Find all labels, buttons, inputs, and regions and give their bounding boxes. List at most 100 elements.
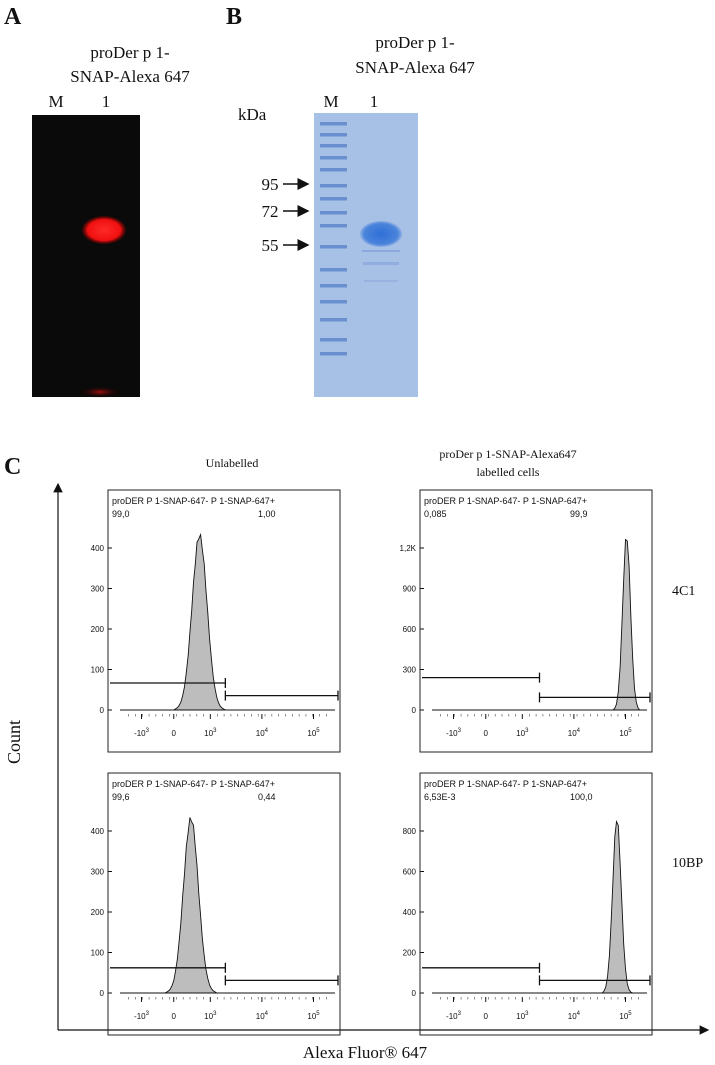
x-tick-label: 103 xyxy=(204,728,217,738)
tick-base: 10 xyxy=(516,729,525,738)
column-title: labelled cells xyxy=(477,465,540,479)
gate-header: proDER P 1-SNAP-647- P 1-SNAP-647+ xyxy=(424,779,587,789)
plot-frame xyxy=(107,489,341,753)
y-tick-label: 0 xyxy=(100,989,105,998)
row-label: 4C1 xyxy=(672,584,695,599)
x-tick-label: 103 xyxy=(516,728,529,738)
tick-base: -10 xyxy=(446,729,458,738)
tick-base: 10 xyxy=(619,1012,628,1021)
ladder-band xyxy=(320,245,347,249)
column-title: Unlabelled xyxy=(206,456,259,470)
y-tick-label: 600 xyxy=(403,625,417,634)
y-tick-label: 300 xyxy=(403,666,417,675)
tick-exponent: 4 xyxy=(577,1011,581,1017)
ladder-band xyxy=(320,338,347,342)
panel-label: B xyxy=(226,4,242,30)
y-tick-label: 200 xyxy=(403,949,417,958)
x-tick-label: -103 xyxy=(446,728,462,738)
ladder-band xyxy=(320,156,347,160)
x-tick-label: 0 xyxy=(484,729,489,738)
lane-label: M xyxy=(48,92,63,111)
panel-label: C xyxy=(4,454,21,480)
y-tick-label: 300 xyxy=(91,868,105,877)
x-tick-label: 104 xyxy=(256,1011,269,1021)
tick-exponent: 3 xyxy=(525,1011,529,1017)
gel-title: proDer p 1- xyxy=(375,33,455,52)
ladder-band xyxy=(320,300,347,304)
ladder-band xyxy=(320,144,347,148)
x-tick-label: 105 xyxy=(307,1011,320,1021)
tick-base: -10 xyxy=(134,729,146,738)
ladder-band xyxy=(320,197,347,201)
y-tick-label: 400 xyxy=(403,908,417,917)
lane-label: 1 xyxy=(370,92,379,111)
gate-percent: 0,44 xyxy=(258,792,276,802)
ladder-band xyxy=(320,318,347,322)
tick-base: 0 xyxy=(172,729,177,738)
x-tick-label: 0 xyxy=(172,729,177,738)
y-axis-label: Count xyxy=(4,720,24,764)
tick-exponent: 5 xyxy=(628,1011,632,1017)
y-tick-label: 400 xyxy=(91,544,105,553)
histogram xyxy=(120,532,335,711)
gate-percent: 99,9 xyxy=(570,509,588,519)
x-tick-label: 105 xyxy=(619,728,632,738)
tick-exponent: 3 xyxy=(525,728,529,734)
gate-percent: 1,00 xyxy=(258,509,276,519)
plot-frame xyxy=(107,772,341,1036)
tick-base: 10 xyxy=(256,1012,265,1021)
tick-exponent: 3 xyxy=(146,728,150,734)
lane-label: 1 xyxy=(102,92,111,111)
x-tick-label: -103 xyxy=(134,1011,150,1021)
y-tick-label: 800 xyxy=(403,827,417,836)
gate-percent: 6,53E-3 xyxy=(424,792,456,802)
gel-band xyxy=(360,221,402,247)
ladder-band xyxy=(320,284,347,288)
marker-label: 72 xyxy=(262,202,279,221)
x-tick-label: 104 xyxy=(256,728,269,738)
tick-exponent: 4 xyxy=(265,1011,269,1017)
tick-exponent: 5 xyxy=(316,1011,320,1017)
tick-base: 10 xyxy=(516,1012,525,1021)
plot-frame xyxy=(419,489,653,753)
gate-header: proDER P 1-SNAP-647- P 1-SNAP-647+ xyxy=(424,496,587,506)
gate-percent: 100,0 xyxy=(570,792,593,802)
ladder-band xyxy=(320,184,347,188)
x-tick-label: 104 xyxy=(568,728,581,738)
tick-exponent: 4 xyxy=(577,728,581,734)
tick-base: 0 xyxy=(484,1012,489,1021)
gel-title: SNAP-Alexa 647 xyxy=(355,58,475,77)
marker-label: 55 xyxy=(262,236,279,255)
unit-label: kDa xyxy=(238,105,267,124)
plot-frame xyxy=(419,772,653,1036)
gel-title: proDer p 1- xyxy=(90,43,170,62)
tick-base: 10 xyxy=(204,729,213,738)
tick-base: 10 xyxy=(568,729,577,738)
gel-title: SNAP-Alexa 647 xyxy=(70,67,190,86)
tick-base: -10 xyxy=(446,1012,458,1021)
x-tick-label: 103 xyxy=(516,1011,529,1021)
y-tick-label: 900 xyxy=(403,585,417,594)
tick-exponent: 3 xyxy=(146,1011,150,1017)
ladder-band xyxy=(320,268,347,272)
y-tick-label: 200 xyxy=(91,625,105,634)
tick-exponent: 3 xyxy=(213,1011,217,1017)
x-tick-label: 104 xyxy=(568,1011,581,1021)
tick-base: 10 xyxy=(307,729,316,738)
x-tick-label: 103 xyxy=(204,1011,217,1021)
gate-header: proDER P 1-SNAP-647- P 1-SNAP-647+ xyxy=(112,496,275,506)
ladder-band xyxy=(320,224,347,228)
gate-percent: 0,085 xyxy=(424,509,447,519)
ladder-band xyxy=(320,168,347,172)
tick-exponent: 4 xyxy=(265,728,269,734)
y-tick-label: 400 xyxy=(91,827,105,836)
ladder xyxy=(320,122,347,356)
histogram xyxy=(120,817,335,994)
y-tick-label: 600 xyxy=(403,868,417,877)
lane-label: M xyxy=(323,92,338,111)
tick-exponent: 5 xyxy=(628,728,632,734)
histograms: proDER P 1-SNAP-647- P 1-SNAP-647+ 99,0 1,… xyxy=(91,489,653,1036)
tick-base: 0 xyxy=(484,729,489,738)
gate-header: proDER P 1-SNAP-647- P 1-SNAP-647+ xyxy=(112,779,275,789)
